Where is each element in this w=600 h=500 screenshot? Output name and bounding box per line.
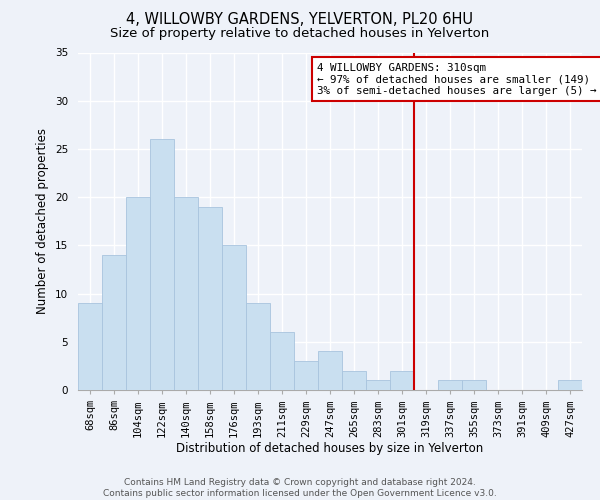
Bar [462, 380, 486, 390]
X-axis label: Distribution of detached houses by size in Yelverton: Distribution of detached houses by size … [176, 442, 484, 455]
Bar [150, 140, 174, 390]
Bar [558, 380, 582, 390]
Text: Contains HM Land Registry data © Crown copyright and database right 2024.
Contai: Contains HM Land Registry data © Crown c… [103, 478, 497, 498]
Bar [270, 332, 294, 390]
Bar [246, 303, 270, 390]
Text: 4 WILLOWBY GARDENS: 310sqm
← 97% of detached houses are smaller (149)
3% of semi: 4 WILLOWBY GARDENS: 310sqm ← 97% of deta… [317, 62, 597, 96]
Bar [78, 303, 102, 390]
Bar [126, 197, 150, 390]
Bar [222, 246, 246, 390]
Bar [102, 255, 126, 390]
Bar [318, 352, 342, 390]
Bar [294, 361, 318, 390]
Bar [174, 197, 198, 390]
Text: 4, WILLOWBY GARDENS, YELVERTON, PL20 6HU: 4, WILLOWBY GARDENS, YELVERTON, PL20 6HU [127, 12, 473, 28]
Bar [366, 380, 390, 390]
Bar [438, 380, 462, 390]
Bar [390, 370, 414, 390]
Text: Size of property relative to detached houses in Yelverton: Size of property relative to detached ho… [110, 28, 490, 40]
Bar [198, 207, 222, 390]
Y-axis label: Number of detached properties: Number of detached properties [37, 128, 49, 314]
Bar [342, 370, 366, 390]
